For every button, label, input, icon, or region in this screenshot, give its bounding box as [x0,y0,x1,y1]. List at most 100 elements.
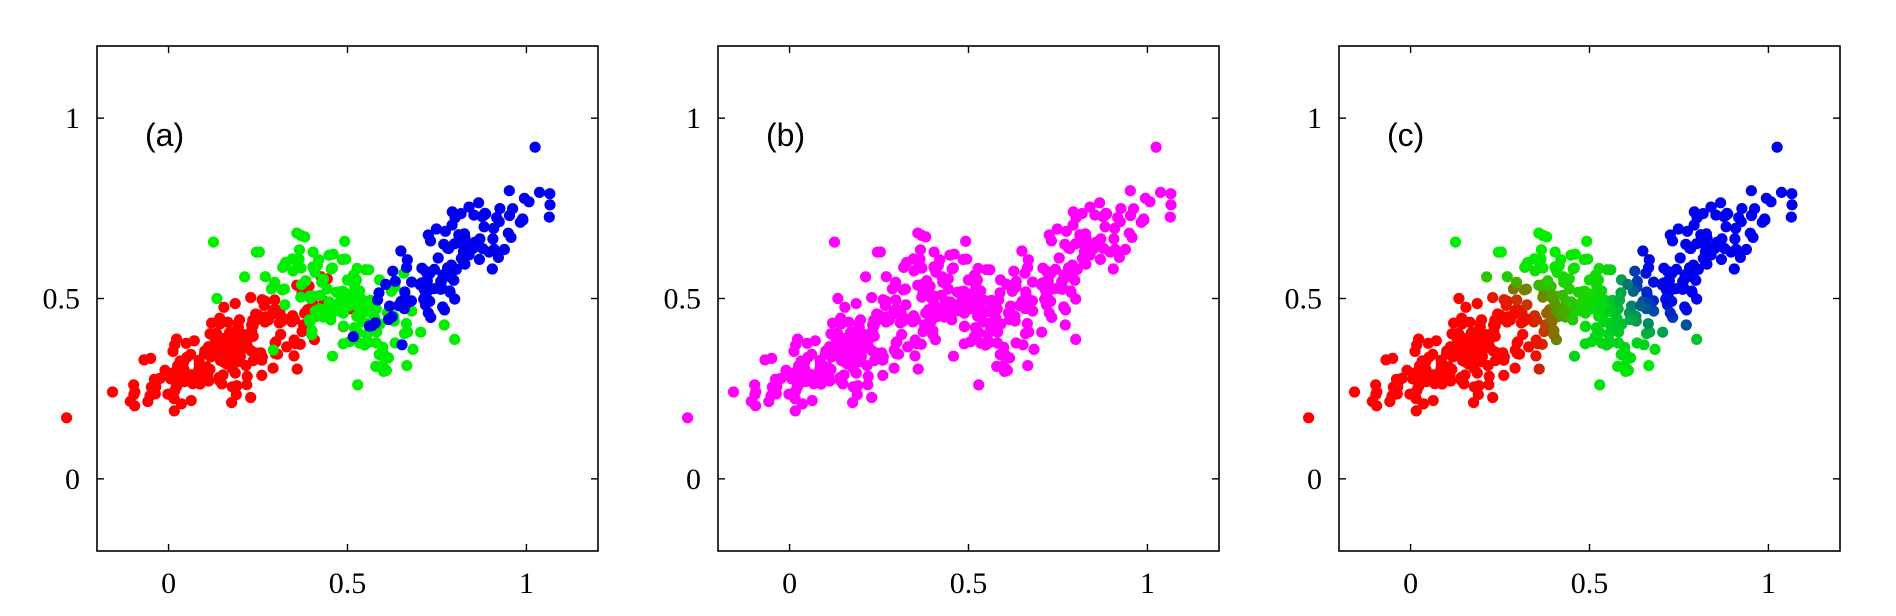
data-point [317,273,329,285]
data-point [1037,262,1049,274]
data-point [1759,214,1771,226]
data-point [1533,227,1545,239]
data-point [1481,271,1493,283]
data-point [529,141,541,153]
data-point [937,306,949,318]
data-point [442,262,454,274]
data-point [847,381,859,393]
data-point [1022,360,1034,372]
data-point [325,314,337,326]
data-point [1565,296,1577,308]
data-point [247,330,259,342]
x-tick-label: 0 [161,567,176,600]
data-point [802,351,814,363]
data-point [1460,301,1472,313]
data-point [1016,245,1028,257]
data-point [1070,293,1082,305]
data-point [1099,221,1111,233]
data-point [211,292,223,305]
data-point [337,338,349,350]
data-point [991,337,1004,349]
data-point [1410,405,1422,417]
data-point [1740,243,1752,256]
data-point [1509,344,1521,356]
data-point [430,223,442,235]
points [61,141,556,424]
data-point [1115,203,1127,215]
data-point [145,381,157,393]
data-point [1537,291,1549,303]
data-point [1785,211,1797,223]
data-point [1058,301,1070,313]
data-point [835,312,847,324]
data-point [877,369,889,381]
data-point [473,253,485,265]
data-point [360,264,372,276]
data-point [211,345,223,357]
data-point [994,287,1006,299]
data-point [1144,196,1156,208]
data-point [1465,328,1477,340]
data-point [1622,278,1634,290]
data-point [1477,339,1489,351]
panel-c: 0 0.5 1 0 0.5 1 (c) [1285,45,1841,600]
data-point [947,350,960,362]
data-point [1626,300,1638,312]
data-point [897,284,909,296]
data-point [1022,254,1034,266]
data-point [1572,286,1584,298]
data-point [463,201,475,213]
data-point [61,412,73,424]
data-point [1775,186,1788,198]
data-point [1680,319,1692,331]
data-point [1687,272,1699,284]
data-point [1303,412,1315,424]
data-point [1023,326,1035,338]
data-point [862,370,874,382]
data-point [1041,274,1053,286]
data-point [362,304,374,316]
data-point [1579,338,1591,350]
data-point [445,272,457,284]
data-point [749,388,761,401]
data-point [874,246,886,258]
data-point [796,362,808,374]
data-point [1027,276,1039,288]
data-point [1059,319,1071,331]
data-point [1642,318,1654,330]
data-point [1565,249,1577,261]
data-point [181,351,193,363]
data-point [1444,370,1456,382]
data-point [1509,362,1521,374]
data-point [401,360,413,372]
data-point [245,345,257,357]
data-point [823,370,835,382]
data-point [267,344,279,356]
data-point [981,264,993,276]
data-point [1542,275,1554,287]
data-point [486,263,498,275]
data-point [269,294,281,306]
data-point [309,266,321,278]
data-point [1720,221,1732,233]
data-point [1099,209,1111,221]
data-point [259,271,271,283]
data-point [1453,345,1465,357]
y-tick-label: 0.5 [664,283,702,316]
data-point [896,328,908,341]
panel-label: (c) [1387,117,1424,153]
data-point [106,386,119,398]
data-point [373,287,385,299]
data-point [432,252,444,264]
data-point [823,341,836,353]
data-point [972,310,984,322]
data-point [1043,307,1055,319]
y-tick-label: 1 [65,102,80,135]
points [682,141,1177,424]
data-point [1634,300,1647,312]
data-point [850,298,862,310]
data-point [1715,197,1727,209]
data-point [871,308,883,320]
data-point [1468,381,1480,393]
data-point [395,245,407,257]
